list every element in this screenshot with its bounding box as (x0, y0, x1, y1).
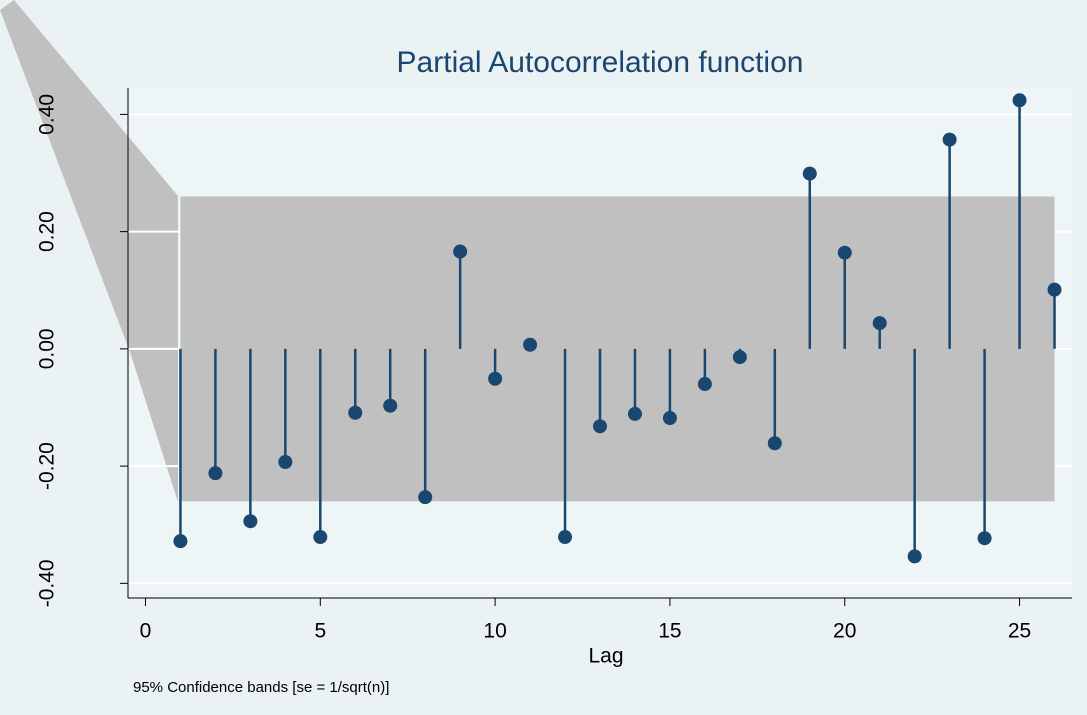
y-tick-label: -0.20 (36, 442, 59, 490)
x-tick-label: 0 (140, 620, 152, 643)
point (1012, 93, 1027, 108)
point (593, 419, 607, 434)
point (697, 377, 712, 392)
point (767, 436, 782, 451)
point (313, 530, 328, 545)
y-tick-label: 0.20 (36, 211, 59, 252)
point (802, 166, 817, 181)
point (662, 411, 677, 426)
x-tick-label: 25 (1008, 620, 1031, 643)
point (942, 132, 957, 147)
confidence-band (180, 196, 1055, 502)
y-tick-label: 0.40 (36, 94, 59, 135)
x-tick-label: 10 (483, 620, 506, 643)
point (837, 245, 852, 260)
point (208, 466, 223, 481)
point (732, 350, 747, 365)
point (383, 398, 398, 413)
point (523, 337, 538, 352)
point (872, 316, 887, 331)
point (173, 534, 188, 549)
lag-zero-band (0, 0, 178, 502)
point (907, 549, 922, 564)
point (243, 514, 258, 529)
y-tick-label: 0.00 (36, 328, 59, 369)
x-tick-label: 5 (314, 620, 326, 643)
x-tick-label: 20 (833, 620, 856, 643)
point (627, 406, 642, 421)
point (1047, 282, 1062, 297)
x-tick-label: 15 (658, 620, 681, 643)
point (488, 371, 503, 386)
chart-title: Partial Autocorrelation function (397, 46, 804, 79)
point (977, 531, 992, 546)
point (278, 455, 293, 469)
x-axis-label: Lag (588, 645, 623, 668)
point (453, 244, 468, 259)
note: 95% Confidence bands [se = 1/sqrt(n)] (133, 679, 389, 696)
point (418, 490, 433, 505)
y-tick-label: -0.40 (36, 559, 59, 607)
point (348, 405, 363, 420)
point (558, 530, 573, 545)
